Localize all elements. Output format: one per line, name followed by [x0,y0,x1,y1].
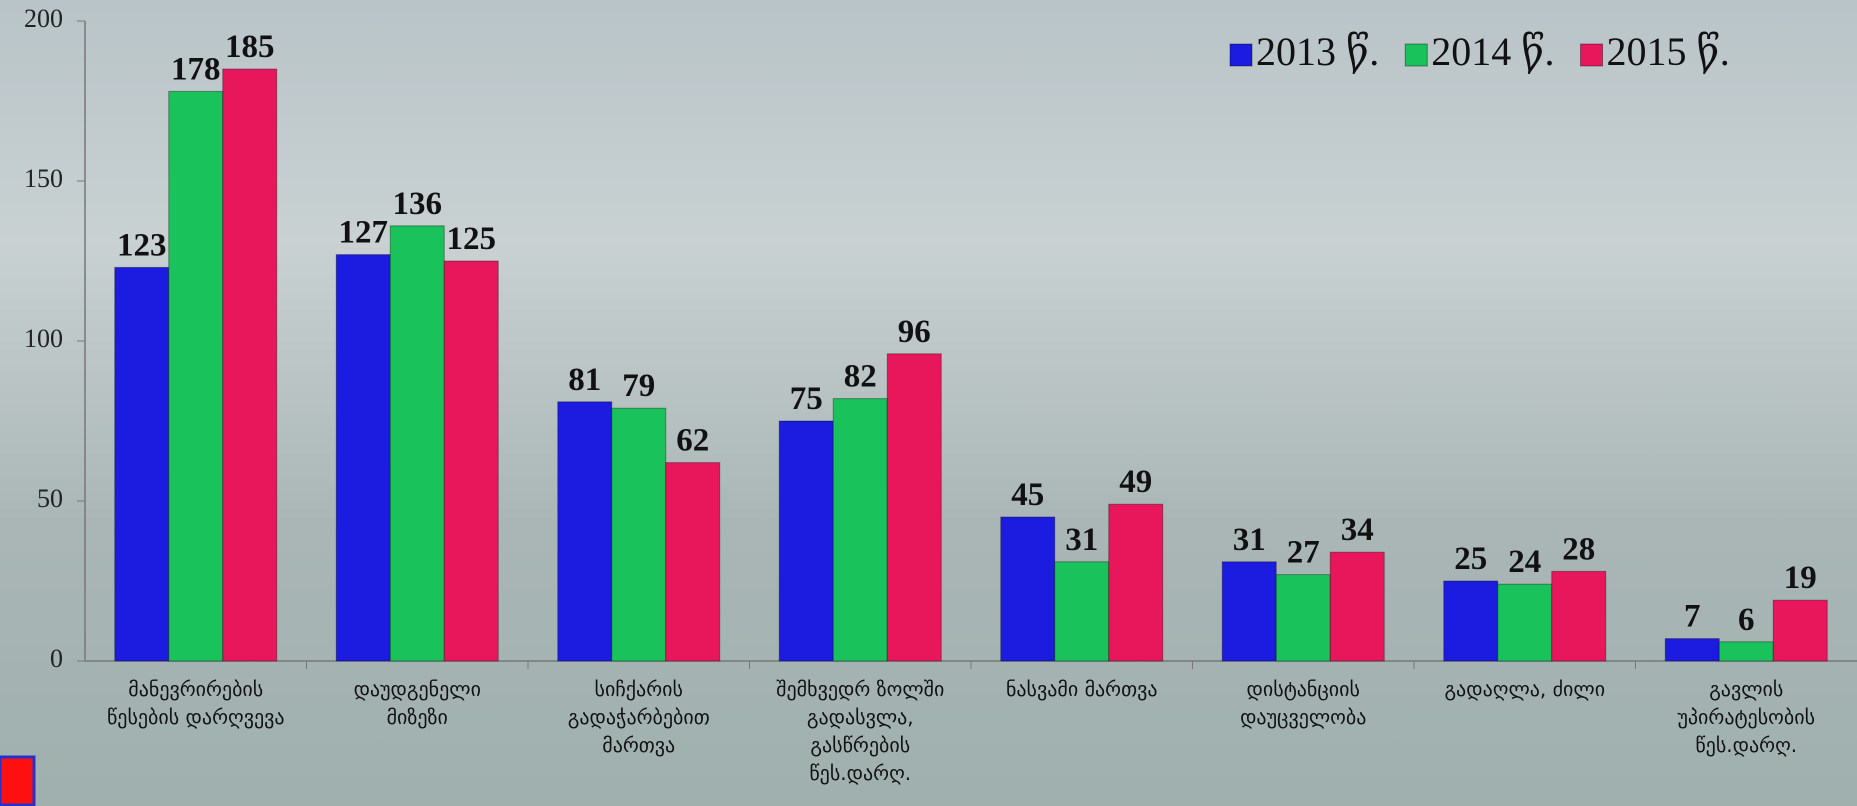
x-tick-label: შემხვედრ ზოლში გადასვლა, გასწრების წეს.დ… [765,675,955,787]
value-label: 25 [1454,541,1487,577]
bar [1276,575,1330,661]
y-tick-label: 200 [24,4,63,33]
bar [336,255,390,661]
value-label: 31 [1233,522,1266,558]
bar [833,399,887,661]
bar [1001,517,1055,661]
x-tick-label: დისტანციის დაუცველობა [1208,675,1398,731]
bar [558,402,612,661]
bar [223,69,277,661]
value-label: 125 [447,221,497,257]
bar [1552,571,1606,661]
bar [1055,562,1109,661]
value-label: 81 [568,362,601,398]
x-tick-label: გადაღლა, ძილი [1430,675,1620,703]
y-tick-label: 50 [37,484,63,513]
bar [666,463,720,661]
value-label: 127 [339,215,389,251]
value-label: 62 [676,423,709,459]
value-label: 49 [1119,464,1152,500]
legend-swatch [1581,44,1603,66]
value-label: 75 [790,381,823,417]
legend-label: 2015 წ. [1607,29,1730,74]
value-label: 45 [1011,477,1044,513]
value-label: 123 [117,227,167,263]
value-label: 34 [1341,512,1374,548]
legend-swatch [1230,44,1252,66]
bar [1498,584,1552,661]
bar [1109,504,1163,661]
bar [1665,639,1719,661]
y-tick-label: 150 [24,164,63,193]
bar [169,91,223,661]
value-label: 24 [1508,544,1541,580]
value-label: 178 [171,51,221,87]
value-label: 6 [1738,602,1755,638]
bar [887,354,941,661]
bar [1773,600,1827,661]
value-label: 136 [393,186,443,222]
value-label: 28 [1562,531,1595,567]
bar [612,408,666,661]
bar [444,261,498,661]
bar [779,421,833,661]
bar [1330,552,1384,661]
bar [115,267,169,661]
bar [1222,562,1276,661]
value-label: 31 [1065,522,1098,558]
value-label: 82 [844,359,877,395]
x-tick-label: მანევრირების წესების დარღვევა [101,675,291,731]
value-label: 19 [1784,560,1817,596]
legend-label: 2013 წ. [1256,29,1379,74]
value-label: 27 [1287,535,1320,571]
x-tick-label: გავლის უპირატესობის წეს.დარღ. [1651,675,1841,759]
page: 0 50 100 150 200 123 178185 127136125 81 79 62 75 82… [0,0,1857,806]
value-label: 185 [225,29,275,65]
x-tick-label: სიჩქარის გადაჭარბებით მართვა [544,675,734,759]
value-label: 79 [622,368,655,404]
bar [1444,581,1498,661]
legend-swatch [1405,44,1427,66]
y-tick-label: 0 [50,644,63,673]
y-tick-label: 100 [24,324,63,353]
legend-label: 2014 წ. [1431,29,1554,74]
value-label: 96 [898,314,931,350]
bar [1719,642,1773,661]
x-tick-label: ნასვამი მართვა [987,675,1177,703]
x-tick-label: დაუდგენელი მიზეზი [322,675,512,731]
value-label: 7 [1684,599,1701,635]
bar [390,226,444,661]
slide-marker [0,757,34,805]
